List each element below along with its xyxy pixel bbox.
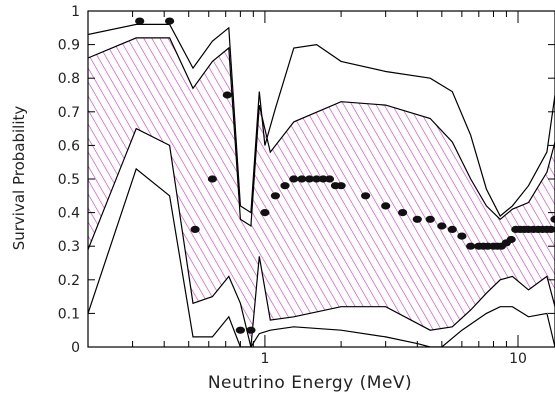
band-lower-line xyxy=(88,127,555,347)
data-point xyxy=(270,192,280,200)
data-point xyxy=(190,225,200,233)
outer-upper-line xyxy=(88,23,555,217)
y-tick-label: 0.5 xyxy=(58,172,80,188)
y-tick-label: 0.1 xyxy=(58,306,80,322)
data-point xyxy=(447,225,457,233)
data-point xyxy=(412,215,422,223)
y-tick-label: 0.8 xyxy=(58,71,80,87)
data-point xyxy=(280,182,290,190)
data-point xyxy=(381,202,391,210)
data-point xyxy=(361,192,371,200)
y-tick-label: 0.2 xyxy=(58,273,80,289)
y-tick-label: 0.3 xyxy=(58,239,80,255)
x-tick-label: 10 xyxy=(509,351,527,367)
data-point xyxy=(466,242,476,250)
x-axis-label: Neutrino Energy (MeV) xyxy=(208,373,412,393)
outer-lower-line xyxy=(88,167,555,347)
data-point xyxy=(235,326,245,334)
data-point xyxy=(425,215,435,223)
y-tick-label: 0 xyxy=(71,340,80,356)
y-tick-label: 0.7 xyxy=(58,105,80,121)
axes: 0 0.1 0.2 0.3 0.4 0.5 0.6 0.7 0.8 0.9 1 1 10 xyxy=(58,4,555,367)
data-point xyxy=(398,209,408,217)
data-point xyxy=(324,175,335,183)
data-point xyxy=(289,175,299,183)
data-point xyxy=(260,209,270,217)
data-point xyxy=(457,232,467,240)
data-point xyxy=(304,175,315,183)
data-point xyxy=(546,225,555,233)
data-point xyxy=(297,175,307,183)
data-point xyxy=(165,17,175,25)
hatched-band xyxy=(88,37,555,347)
data-point xyxy=(312,175,322,183)
data-point xyxy=(246,326,256,334)
y-tick-label: 0.9 xyxy=(58,38,80,54)
data-point xyxy=(437,222,447,230)
data-point xyxy=(336,182,346,190)
data-point xyxy=(318,175,328,183)
band-upper-line xyxy=(88,37,555,228)
data-point xyxy=(506,235,516,244)
plot-area xyxy=(88,17,555,347)
data-point xyxy=(135,17,145,25)
data-point xyxy=(222,91,232,99)
x-tick-label: 1 xyxy=(260,351,269,367)
y-tick-label: 0.4 xyxy=(58,206,80,222)
y-tick-label: 1 xyxy=(71,4,80,20)
y-axis-label: Survival Probability xyxy=(10,106,28,251)
data-point xyxy=(550,215,555,223)
data-point xyxy=(207,175,217,183)
y-tick-label: 0.6 xyxy=(58,138,80,154)
